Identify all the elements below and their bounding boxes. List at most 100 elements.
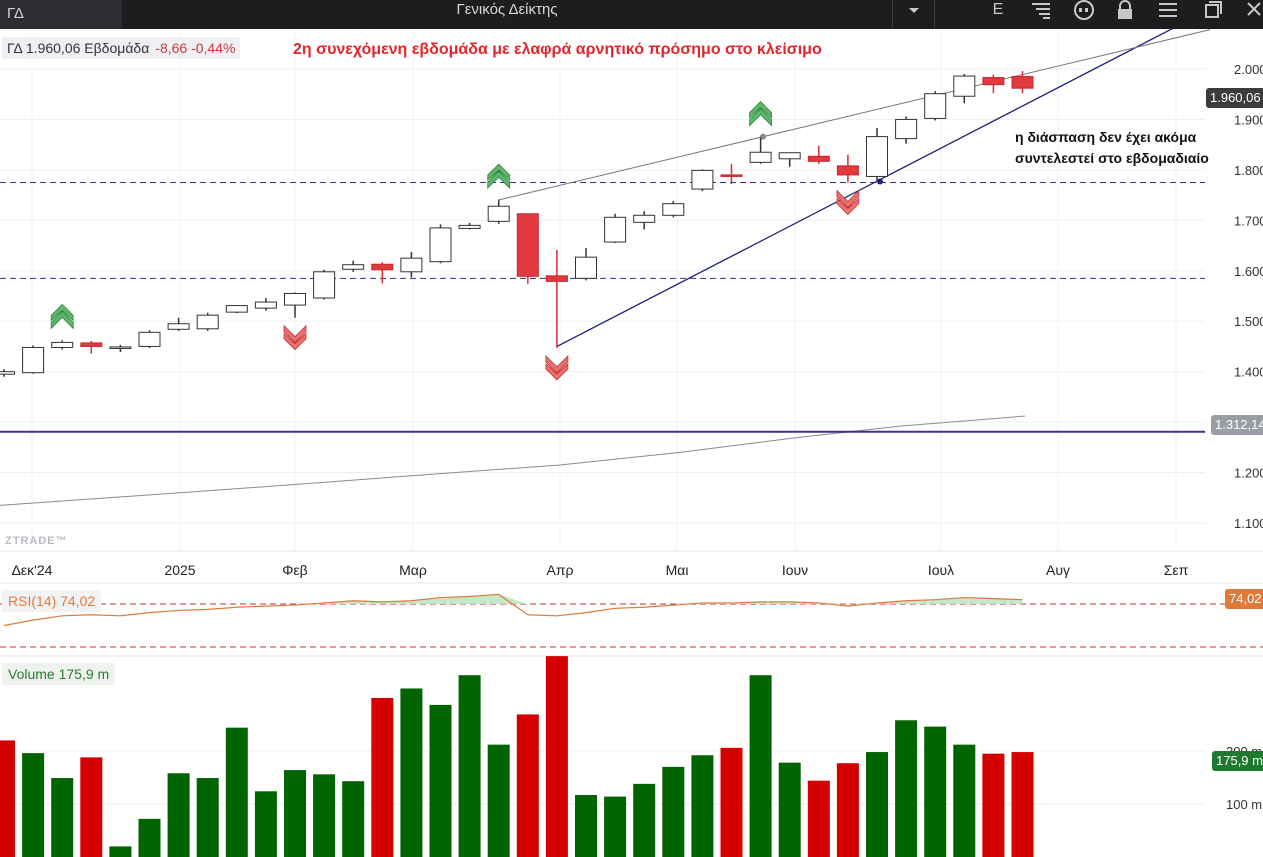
window-title: Γενικός Δείκτης <box>456 1 558 18</box>
candle-body <box>109 346 132 349</box>
watermark: ZTRADE™ <box>5 535 68 547</box>
chevron-down-icon[interactable] <box>902 0 926 29</box>
y-tick-label: 1.500 <box>1234 314 1263 329</box>
price-legend: ΓΔ 1.960,06 Εβδομάδα -8,66 -0,44% <box>2 37 241 59</box>
e-label: E <box>992 1 1004 18</box>
x-tick-label: 2025 <box>164 562 195 578</box>
chart-area[interactable]: 2.0001.9001.8001.7001.6001.5001.4001.300… <box>0 29 1263 857</box>
volume-bar <box>458 675 481 857</box>
candle-body <box>167 323 190 330</box>
e-button[interactable]: E <box>988 0 1008 29</box>
trend-point <box>877 178 883 185</box>
volume-bar <box>633 783 656 857</box>
x-tick-label: Μαρ <box>399 562 427 578</box>
volume-bar <box>51 778 74 857</box>
time-axis: Δεκ'24 2025 Φεβ Μαρ Απρ Μαι Ιουν Ιουλ Αυγ Σεπ <box>0 550 1263 578</box>
candle-body <box>982 77 1005 86</box>
candle-body <box>196 314 219 330</box>
lock-icon[interactable] <box>1115 0 1135 29</box>
volume-badge: 175,9 m <box>1212 751 1263 771</box>
volume-bar <box>313 774 336 857</box>
moving-average <box>0 415 1026 506</box>
candle-body <box>138 331 161 347</box>
candle-body <box>604 216 627 243</box>
candle-body <box>1011 76 1034 89</box>
volume-bar <box>225 727 248 857</box>
volume-bar <box>982 753 1005 857</box>
rsi-overbought-fill <box>498 594 528 604</box>
rsi-overbought-fill <box>935 597 965 604</box>
volume-legend: Volume 175,9 m <box>2 663 116 685</box>
sell-arrow-icon <box>836 189 860 216</box>
volume-bar <box>545 656 568 857</box>
candle-body <box>633 214 656 223</box>
volume-bar <box>924 726 947 857</box>
toolbar: ΓΔ Γενικός Δείκτης E <box>0 0 1263 29</box>
sell-arrow-icon <box>283 324 307 351</box>
horizontal-levels <box>0 182 1205 433</box>
volume-bar <box>691 755 714 857</box>
volume-bar <box>807 780 830 857</box>
rsi-overbought-fill <box>411 597 441 604</box>
grid <box>0 29 1205 549</box>
volume-tick-label: 100 m <box>1226 797 1262 812</box>
candles <box>0 71 1034 377</box>
price-badge: 1.960,06 <box>1206 88 1263 108</box>
ma-line <box>0 415 1026 506</box>
volume-bar <box>80 757 103 857</box>
volume-bar <box>895 720 918 857</box>
candle-body <box>429 227 452 263</box>
y-tick-label: 1.900 <box>1234 112 1263 127</box>
candle-body <box>371 263 394 271</box>
volume-bar <box>167 773 190 857</box>
buy-arrow-icon <box>50 303 74 330</box>
candle-body <box>342 264 365 270</box>
volume-bar <box>254 791 277 857</box>
trend-point <box>760 133 766 140</box>
symbol-label: ΓΔ <box>7 5 24 22</box>
annotation-line-2: συντελεστεί στο εβδομαδιαίο <box>1015 150 1209 166</box>
candle-body <box>284 292 306 306</box>
close-icon[interactable] <box>1244 0 1263 29</box>
candle-body <box>254 301 277 309</box>
candle-body <box>720 174 743 177</box>
volume-bar <box>487 744 510 857</box>
symbol-selector[interactable]: ΓΔ <box>0 0 122 29</box>
hamburger-icon[interactable] <box>1156 0 1180 29</box>
volume-bar <box>836 763 859 857</box>
comment-icon[interactable] <box>1071 0 1097 29</box>
volume-bar <box>866 752 888 857</box>
candle-body <box>313 271 336 299</box>
volume-bar <box>22 753 45 857</box>
volume-bar <box>429 704 452 857</box>
y-tick-label: 1.200 <box>1234 466 1263 481</box>
x-tick-label: Απρ <box>547 562 574 578</box>
volume-bar <box>284 770 306 857</box>
upper-trendline <box>497 29 1211 201</box>
volume-bar <box>109 846 132 857</box>
volume-bar <box>720 747 743 857</box>
volume-bar <box>749 675 772 857</box>
candle-body <box>924 93 947 119</box>
y-tick-label: 1.700 <box>1234 213 1263 228</box>
candle-body <box>749 151 772 163</box>
candle-body <box>575 256 597 279</box>
volume-bar <box>953 744 976 857</box>
volume-bar <box>342 781 365 857</box>
price-change: -8,66 -0,44% <box>155 40 236 56</box>
x-tick-label: Μαι <box>666 562 689 578</box>
candle-body <box>545 275 568 282</box>
rsi-overbought-fill <box>469 594 499 604</box>
buy-arrow-icon <box>749 101 772 127</box>
window-icon[interactable] <box>1202 0 1224 29</box>
volume-bar <box>0 740 15 857</box>
volume-bar <box>662 766 685 857</box>
volume-bar <box>138 818 161 857</box>
candle-body <box>458 224 481 229</box>
menu-lines-icon[interactable] <box>1029 0 1053 29</box>
candle-body <box>778 152 801 160</box>
y-tick-label: 2.000 <box>1234 62 1263 77</box>
candle-body <box>22 346 45 374</box>
candle-body <box>691 169 714 190</box>
volume-bar <box>778 762 801 857</box>
